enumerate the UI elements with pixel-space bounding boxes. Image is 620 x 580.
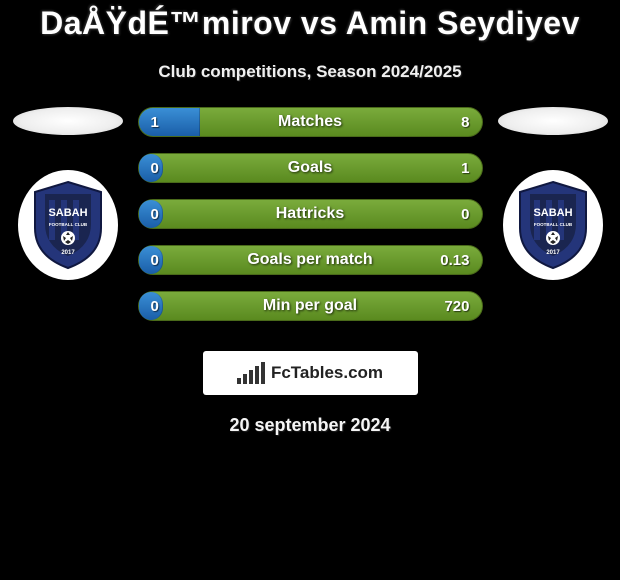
branding-box: FcTables.com — [203, 351, 418, 395]
logo-bar-segment — [237, 378, 241, 384]
date-text: 20 september 2024 — [0, 415, 620, 436]
logo-bar-segment — [255, 366, 259, 384]
stat-label: Hattricks — [139, 205, 482, 223]
badge-club-name: SABAH — [48, 207, 87, 219]
svg-text:2017: 2017 — [546, 250, 560, 256]
club-badge-left: SABAH FOOTBALL CLUB 2017 — [18, 170, 118, 280]
shield-icon: SABAH FOOTBALL CLUB 2017 — [514, 180, 592, 270]
comparison-widget: DaÅŸdÉ™mirov vs Amin Seydiyev Club compe… — [0, 0, 620, 436]
player-photo-placeholder-right — [498, 107, 608, 135]
logo-bars-icon — [237, 362, 265, 384]
stat-value-right: 0.13 — [440, 252, 469, 269]
club-badge-right: SABAH FOOTBALL CLUB 2017 — [503, 170, 603, 280]
stat-bar: 1Matches8 — [138, 107, 483, 137]
page-title: DaÅŸdÉ™mirov vs Amin Seydiyev — [0, 5, 620, 42]
stats-column: 1Matches80Goals10Hattricks00Goals per ma… — [138, 107, 483, 321]
main-row: SABAH FOOTBALL CLUB 2017 1Matches80Goals… — [0, 107, 620, 321]
stat-value-right: 8 — [461, 114, 469, 131]
left-player-column: SABAH FOOTBALL CLUB 2017 — [8, 107, 128, 280]
badge-year: 2017 — [61, 250, 75, 256]
subtitle: Club competitions, Season 2024/2025 — [0, 62, 620, 82]
badge-label: FOOTBALL CLUB — [48, 222, 87, 227]
stat-value-right: 720 — [444, 298, 469, 315]
stat-bar: 0Min per goal720 — [138, 291, 483, 321]
stat-label: Goals per match — [139, 251, 482, 269]
svg-text:FOOTBALL CLUB: FOOTBALL CLUB — [533, 222, 572, 227]
logo-bar-segment — [261, 362, 265, 384]
logo-bar-segment — [249, 370, 253, 384]
stat-value-right: 1 — [461, 160, 469, 177]
player-photo-placeholder-left — [13, 107, 123, 135]
shield-icon: SABAH FOOTBALL CLUB 2017 — [29, 180, 107, 270]
stat-bar: 0Goals1 — [138, 153, 483, 183]
stat-bar: 0Hattricks0 — [138, 199, 483, 229]
stat-label: Matches — [139, 113, 482, 131]
stat-label: Min per goal — [139, 297, 482, 315]
stat-value-right: 0 — [461, 206, 469, 223]
right-player-column: SABAH FOOTBALL CLUB 2017 — [493, 107, 613, 280]
stat-bar: 0Goals per match0.13 — [138, 245, 483, 275]
logo-bar-segment — [243, 374, 247, 384]
branding-text: FcTables.com — [271, 363, 383, 383]
svg-text:SABAH: SABAH — [533, 207, 572, 219]
stat-label: Goals — [139, 159, 482, 177]
